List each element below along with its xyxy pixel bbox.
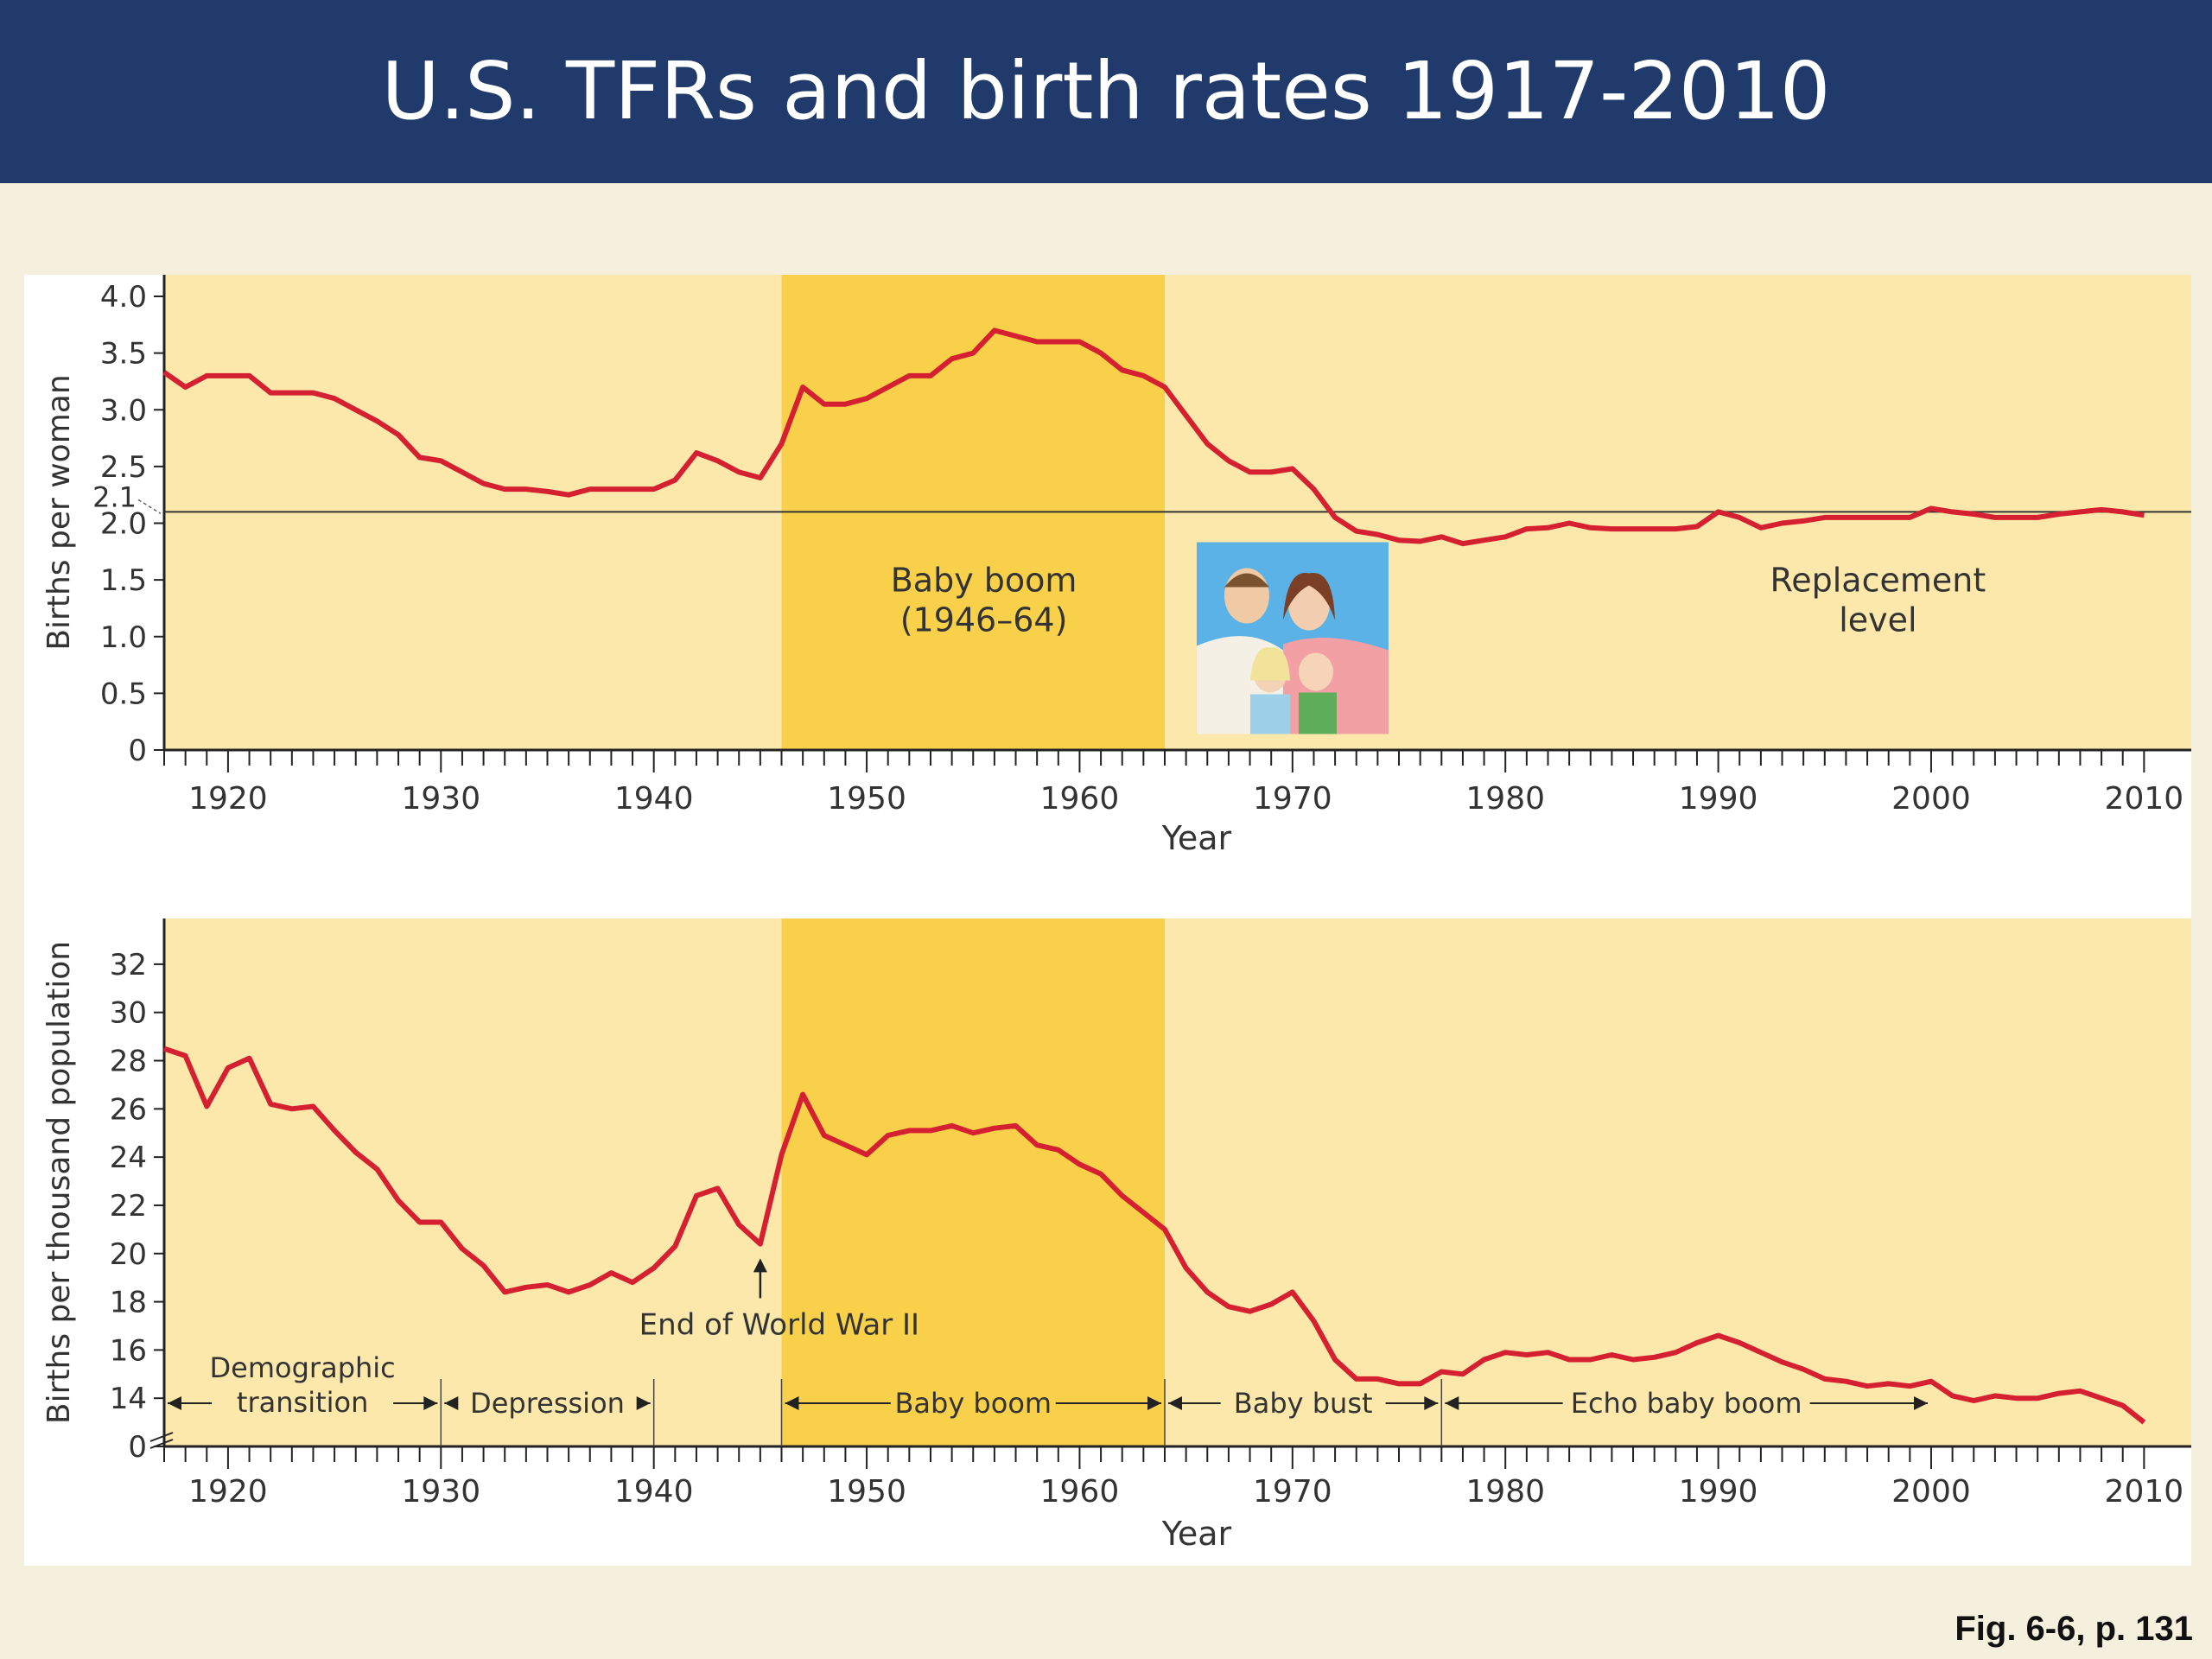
x-tick-label: 1920	[188, 781, 268, 817]
y-tick-label: 3.5	[100, 337, 147, 372]
period-arrow-head	[1424, 1396, 1439, 1410]
x-tick-label: 1940	[614, 781, 694, 817]
period-label: Demographic	[210, 1351, 396, 1384]
period-label: Depression	[470, 1387, 625, 1420]
x-tick-label: 2010	[2105, 781, 2184, 817]
x-tick-label: 1930	[401, 781, 480, 817]
y-tick-label: 0.5	[100, 677, 147, 711]
replacement-label-leader	[137, 499, 162, 515]
mother-hair	[1282, 572, 1335, 620]
figure-caption: Fig. 6-6, p. 131	[1955, 1610, 2193, 1648]
x-tick-label: 1990	[1679, 1474, 1758, 1510]
y-tick-label: 1.5	[100, 563, 147, 598]
y-tick-label: 0	[128, 734, 147, 768]
x-tick-label: 2000	[1891, 1474, 1971, 1510]
baby-boom-annotation: (1946–64)	[900, 601, 1068, 639]
y-tick-label: 0	[128, 1430, 147, 1465]
period-label: Baby boom	[894, 1387, 1052, 1420]
x-tick-label: 1960	[1040, 1474, 1120, 1510]
period-arrow-head	[1168, 1396, 1182, 1410]
x-tick-label: 1970	[1253, 1474, 1332, 1510]
chart-1: 0 0.5 1.0 1.5 2.0 2.5 3.0 3.5 4.0 1920 1930 1940 195…	[41, 275, 2191, 857]
y-tick-label: 18	[110, 1286, 147, 1320]
y-tick-label: 30	[110, 996, 147, 1031]
x-tick-label: 1970	[1253, 781, 1332, 817]
y-tick-label: 2.0	[100, 507, 147, 542]
chart-2: 0 14 16 18 20 22 24 26 28 30 32 1920 1930 1940 1950 196…	[41, 918, 2191, 1553]
y-tick-label: 3.0	[100, 393, 147, 428]
y-axis-title: Births per thousand population	[41, 941, 77, 1424]
x-tick-label: 1980	[1465, 1474, 1545, 1510]
period-arrow-head	[1913, 1396, 1928, 1410]
wwii-arrow-head	[753, 1258, 767, 1273]
y-tick-label: 16	[110, 1333, 147, 1368]
father-hair	[1224, 573, 1269, 588]
y-tick-label: 4.0	[100, 280, 147, 315]
figure-panel: 0 0.5 1.0 1.5 2.0 2.5 3.0 3.5 4.0 1920 1930 1940 195…	[24, 275, 2191, 1566]
x-tick-label: 1940	[614, 1474, 694, 1510]
girl-dress	[1249, 694, 1290, 734]
wwii-annotation: End of World War II	[639, 1307, 919, 1342]
plot-background	[164, 918, 2191, 1446]
x-tick-label: 1950	[827, 1474, 906, 1510]
slide-title: U.S. TFRs and birth rates 1917-2010	[381, 45, 1831, 137]
girl-hair	[1249, 647, 1290, 681]
replacement-level-label: 2.1	[92, 480, 137, 513]
axis-break-mark	[149, 1432, 174, 1442]
x-tick-label: 1950	[827, 781, 906, 817]
charts-svg: 0 0.5 1.0 1.5 2.0 2.5 3.0 3.5 4.0 1920 1930 1940 195…	[41, 275, 2191, 1553]
family-photo	[1196, 542, 1389, 734]
x-tick-label: 1930	[401, 1474, 480, 1510]
period-label: Baby bust	[1234, 1387, 1373, 1420]
period-arrow-head	[168, 1396, 181, 1410]
replacement-level-annotation: level	[1839, 601, 1916, 639]
y-tick-label: 14	[110, 1382, 147, 1416]
y-tick-label: 1.0	[100, 620, 147, 655]
x-tick-label: 1920	[188, 1474, 268, 1510]
x-tick-label: 2000	[1891, 781, 1971, 817]
title-bar: U.S. TFRs and birth rates 1917-2010	[0, 0, 2212, 183]
baby-boom-shading	[781, 918, 1165, 1446]
x-tick-label: 1980	[1465, 781, 1545, 817]
period-arrow-head	[444, 1396, 459, 1410]
y-tick-label: 32	[110, 948, 147, 982]
y-tick-label: 28	[110, 1045, 147, 1079]
axis-break-mark	[149, 1439, 174, 1449]
x-tick-label: 1960	[1040, 781, 1120, 817]
y-tick-label: 22	[110, 1189, 147, 1224]
y-tick-label: 20	[110, 1237, 147, 1272]
baby-clothes	[1298, 692, 1337, 734]
baby-face	[1298, 652, 1333, 691]
period-arrow-head	[1147, 1396, 1161, 1410]
series-line	[163, 1046, 2146, 1425]
y-tick-label: 2.5	[100, 450, 147, 485]
x-tick-label: 1990	[1679, 781, 1758, 817]
period-label: transition	[237, 1386, 368, 1419]
y-axis-title: Births per woman	[41, 374, 77, 650]
period-arrow-head	[785, 1396, 799, 1410]
y-tick-label: 26	[110, 1092, 147, 1127]
y-tick-label: 24	[110, 1141, 147, 1175]
x-tick-label: 2010	[2105, 1474, 2184, 1510]
period-arrow-head	[636, 1396, 651, 1410]
baby-boom-annotation: Baby boom	[891, 561, 1077, 599]
period-arrow-head	[423, 1396, 438, 1410]
replacement-level-annotation: Replacement	[1770, 561, 1986, 599]
period-label: Echo baby boom	[1571, 1387, 1802, 1420]
x-axis-title: Year	[1161, 1515, 1232, 1553]
x-axis-title: Year	[1161, 819, 1232, 857]
period-arrow-head	[1445, 1396, 1459, 1410]
series-line	[162, 327, 2145, 547]
